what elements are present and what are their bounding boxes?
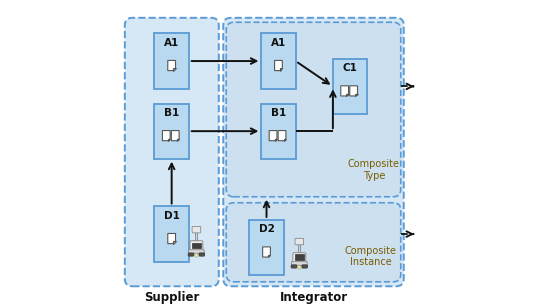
Text: C1: C1 (343, 63, 357, 73)
Text: A1: A1 (271, 38, 286, 48)
Polygon shape (269, 130, 277, 141)
Polygon shape (168, 60, 176, 71)
FancyBboxPatch shape (188, 253, 194, 256)
FancyBboxPatch shape (302, 265, 308, 268)
FancyBboxPatch shape (226, 203, 401, 282)
Polygon shape (274, 60, 282, 71)
FancyBboxPatch shape (291, 265, 297, 268)
FancyBboxPatch shape (189, 250, 204, 253)
Circle shape (195, 254, 198, 257)
Polygon shape (262, 247, 271, 257)
Polygon shape (284, 138, 286, 141)
Polygon shape (278, 130, 286, 141)
FancyBboxPatch shape (190, 241, 203, 251)
FancyBboxPatch shape (155, 103, 189, 159)
Text: Integrator: Integrator (279, 291, 348, 304)
Polygon shape (174, 68, 176, 71)
Polygon shape (168, 138, 170, 141)
Text: Composite
Instance: Composite Instance (345, 246, 397, 267)
FancyBboxPatch shape (192, 243, 201, 248)
Polygon shape (341, 86, 349, 96)
FancyBboxPatch shape (250, 220, 284, 275)
FancyBboxPatch shape (155, 207, 189, 262)
Text: D2: D2 (259, 224, 274, 235)
Text: B1: B1 (271, 108, 286, 118)
Polygon shape (171, 130, 179, 141)
FancyBboxPatch shape (292, 262, 307, 265)
FancyBboxPatch shape (155, 33, 189, 89)
FancyBboxPatch shape (295, 255, 303, 260)
FancyBboxPatch shape (261, 103, 295, 159)
Polygon shape (168, 234, 176, 244)
FancyBboxPatch shape (333, 59, 367, 114)
Polygon shape (280, 68, 282, 71)
Polygon shape (268, 255, 271, 257)
Text: A1: A1 (164, 38, 179, 48)
FancyBboxPatch shape (195, 231, 197, 247)
Circle shape (298, 266, 301, 269)
FancyBboxPatch shape (293, 253, 306, 263)
Text: D1: D1 (164, 211, 179, 221)
Text: Supplier: Supplier (144, 291, 199, 304)
FancyBboxPatch shape (192, 227, 201, 233)
Polygon shape (347, 94, 349, 96)
Polygon shape (177, 138, 179, 141)
FancyBboxPatch shape (226, 22, 401, 197)
Polygon shape (355, 94, 357, 96)
Polygon shape (174, 241, 176, 244)
FancyBboxPatch shape (295, 238, 303, 245)
Text: B1: B1 (164, 108, 179, 118)
FancyBboxPatch shape (298, 243, 300, 259)
FancyBboxPatch shape (261, 33, 295, 89)
FancyBboxPatch shape (125, 18, 219, 286)
Polygon shape (162, 130, 170, 141)
Polygon shape (350, 86, 357, 96)
FancyBboxPatch shape (199, 253, 205, 256)
Polygon shape (275, 138, 277, 141)
Text: Composite
Type: Composite Type (348, 159, 400, 181)
FancyBboxPatch shape (223, 18, 404, 286)
